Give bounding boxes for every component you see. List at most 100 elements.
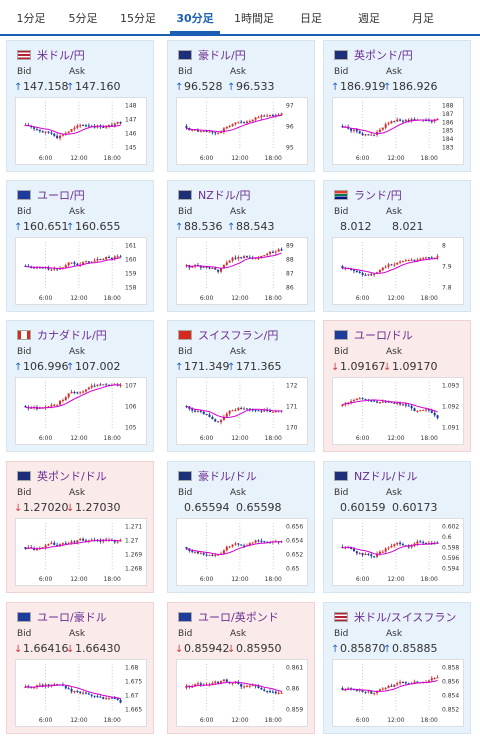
y-tick-label: 1.271 [125, 524, 142, 531]
candle-body [205, 131, 208, 133]
currency-pair-link[interactable]: カナダドル/円 [37, 329, 107, 342]
tab-6[interactable]: 週足 [358, 12, 380, 25]
candle-body [53, 268, 56, 270]
candle-body [225, 126, 228, 129]
x-tick-label: 6:00 [39, 295, 53, 302]
currency-pair-link[interactable]: ユーロ/豪ドル [37, 611, 107, 624]
currency-card[interactable]: 英ポンド/ドル Bid Ask ↓1.27020 ↓1.27030 1.268 1.269 1… [6, 461, 154, 593]
bid-value: 1.27020 [23, 501, 69, 514]
candle-body [87, 261, 90, 263]
candle-body [220, 131, 223, 133]
currency-card[interactable]: 米ドル/円 Bid Ask ↑147.158 ↑147.160 145 146 147 148 6… [6, 40, 154, 172]
price-chart[interactable]: 1.268 1.269 1.27 1.271 6:00 12:00 18:00 [15, 518, 147, 586]
currency-card[interactable]: ユーロ/英ポンド Bid Ask ↓0.85942 ↓0.85950 0.859 0.86 0… [167, 602, 315, 734]
candle-body [271, 691, 274, 693]
candle-body [116, 121, 119, 124]
price-chart[interactable]: 1.665 1.67 1.675 1.68 6:00 12:00 18:00 [15, 659, 147, 727]
tab-3[interactable]: 30分足 [170, 9, 220, 34]
price-chart[interactable]: 183 184 185 186 187 188 6:00 12:00 18:00 [332, 97, 464, 165]
candle-body [399, 119, 402, 121]
tab-5[interactable]: 日足 [300, 12, 322, 25]
candle-body [381, 267, 384, 271]
price-chart[interactable]: 86 87 88 89 6:00 12:00 18:00 [176, 237, 308, 305]
candle-body [387, 123, 390, 125]
currency-card[interactable]: 米ドル/スイスフラン Bid Ask ↑0.85870 ↑0.85885 0.852 0.8… [323, 602, 471, 734]
y-tick-label: 146 [125, 131, 137, 138]
currency-pair-link[interactable]: ユーロ/英ポンド [198, 611, 279, 624]
y-tick-label: 1.268 [125, 566, 142, 573]
candle-body [370, 134, 373, 136]
candle-body [84, 692, 87, 694]
currency-pair-link[interactable]: 米ドル/スイスフラン [354, 611, 457, 624]
moving-average-line [186, 681, 282, 692]
currency-pair-link[interactable]: ユーロ/円 [37, 189, 85, 202]
candle-body [191, 408, 194, 411]
arrow-down-icon: ↓ [14, 644, 23, 655]
candle-body [396, 402, 399, 404]
currency-card[interactable]: カナダドル/円 Bid Ask ↑106.996 ↑107.002 105 106 107 6:… [6, 320, 154, 452]
candle-body [427, 409, 430, 411]
tab-0[interactable]: 1分足 [16, 12, 46, 25]
price-chart[interactable]: 7.8 7.9 8 6:00 12:00 18:00 [332, 237, 464, 305]
currency-pair-link[interactable]: 英ポンド/円 [354, 49, 413, 62]
tab-4[interactable]: 1時間足 [234, 12, 274, 25]
currency-pair-link[interactable]: ユーロ/ドル [354, 329, 413, 342]
price-chart[interactable]: 1.091 1.092 1.093 6:00 12:00 18:00 [332, 377, 464, 445]
currency-card[interactable]: 英ポンド/円 Bid Ask ↑186.919 ↑186.926 183 184 185 186… [323, 40, 471, 172]
candle-body [274, 691, 277, 694]
currency-pair-link[interactable]: ランド/円 [354, 189, 402, 202]
price-chart[interactable]: 145 146 147 148 6:00 12:00 18:00 [15, 97, 147, 165]
currency-card[interactable]: ランド/円 Bid Ask 8.012 8.021 7.8 7.9 8 6:00 12:00 18:… [323, 180, 471, 312]
price-chart[interactable]: 0.65 0.652 0.654 0.656 6:00 12:00 18:00 [176, 518, 308, 586]
currency-pair-link[interactable]: 米ドル/円 [37, 49, 85, 62]
ask-value: 88.543 [236, 220, 275, 233]
price-chart[interactable]: 0.859 0.86 0.861 6:00 12:00 18:00 [176, 659, 308, 727]
ask-price: ↓0.85950 [227, 642, 282, 655]
currency-pair-link[interactable]: スイスフラン/円 [198, 329, 279, 342]
currency-card[interactable]: ユーロ/ドル Bid Ask ↓1.09167 ↓1.09170 1.091 1.092 1.… [323, 320, 471, 452]
currency-pair-link[interactable]: NZドル/円 [198, 189, 251, 202]
currency-pair-link[interactable]: NZドル/ドル [354, 470, 418, 483]
bid-value: 0.85870 [340, 642, 386, 655]
currency-card[interactable]: 豪ドル/円 Bid Ask ↑96.528 ↑96.533 95 96 97 6:00 12:00… [167, 40, 315, 172]
currency-card[interactable]: スイスフラン/円 Bid Ask ↑171.349 ↑171.365 170 171 172 6… [167, 320, 315, 452]
tab-1[interactable]: 5分足 [68, 12, 98, 25]
tab-2[interactable]: 15分足 [120, 12, 156, 25]
y-tick-label: 7.9 [442, 264, 452, 271]
price-chart[interactable]: 95 96 97 6:00 12:00 18:00 [176, 97, 308, 165]
candle-body [254, 117, 257, 120]
candle-body [257, 410, 260, 412]
ask-value: 160.655 [75, 220, 121, 233]
candle-body [82, 124, 85, 126]
candle-body [436, 256, 439, 258]
candle-body [79, 124, 82, 126]
candle-body [220, 681, 223, 684]
ask-price: ↓1.66430 [66, 642, 121, 655]
candle-body [205, 414, 208, 416]
bid-value: 171.349 [184, 360, 230, 373]
currency-card[interactable]: NZドル/ドル Bid Ask 0.60159 0.60173 0.594 0.596 0.5… [323, 461, 471, 593]
candle-body [260, 410, 263, 412]
currency-card[interactable]: ユーロ/円 Bid Ask ↑160.651 ↑160.655 158 159 160 161 6… [6, 180, 154, 312]
ca-flag-icon [17, 330, 31, 340]
candle-body [266, 253, 269, 256]
x-tick-label: 6:00 [356, 295, 370, 302]
currency-pair-link[interactable]: 英ポンド/ドル [37, 470, 107, 483]
currency-card[interactable]: 豪ドル/ドル Bid Ask 0.65594 0.65598 0.65 0.652 0.654… [167, 461, 315, 593]
candle-body [231, 544, 234, 547]
price-chart[interactable]: 0.852 0.854 0.856 0.858 6:00 12:00 18:00 [332, 659, 464, 727]
moving-average-line [342, 257, 438, 274]
moving-average-line [25, 539, 121, 550]
candle-body [367, 691, 370, 693]
currency-pair-link[interactable]: 豪ドル/ドル [198, 470, 257, 483]
candle-body [87, 693, 90, 695]
price-chart[interactable]: 170 171 172 6:00 12:00 18:00 [176, 377, 308, 445]
tab-7[interactable]: 月足 [412, 12, 434, 25]
price-chart[interactable]: 105 106 107 6:00 12:00 18:00 [15, 377, 147, 445]
currency-pair-link[interactable]: 豪ドル/円 [198, 49, 246, 62]
price-chart[interactable]: 158 159 160 161 6:00 12:00 18:00 [15, 237, 147, 305]
currency-card[interactable]: NZドル/円 Bid Ask ↑88.536 ↑88.543 86 87 88 89 6:00 12… [167, 180, 315, 312]
currency-card[interactable]: ユーロ/豪ドル Bid Ask ↓1.66416 ↓1.66430 1.665 1.67 1.… [6, 602, 154, 734]
price-chart[interactable]: 0.594 0.596 0.598 0.6 0.602 6:00 12:00 18:00 [332, 518, 464, 586]
candle-body [24, 686, 27, 688]
